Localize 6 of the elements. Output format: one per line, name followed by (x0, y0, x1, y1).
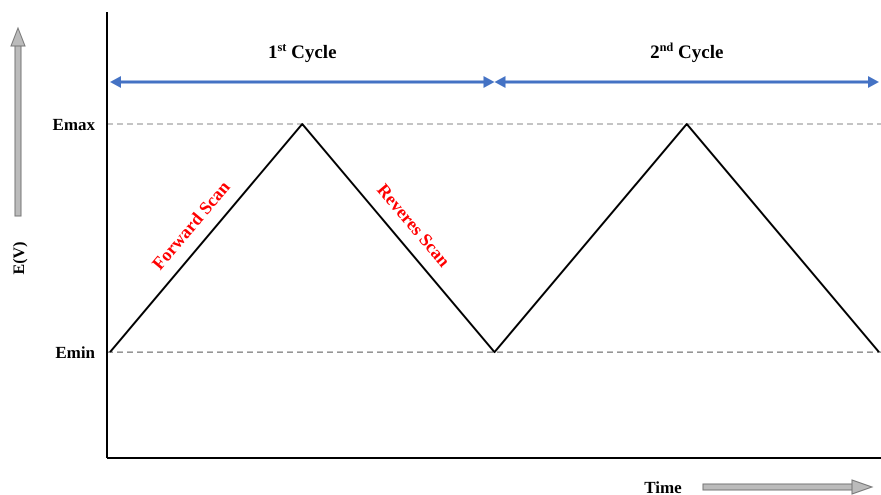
x-axis-title: Time (644, 478, 682, 495)
y-axis-title: E(V) (11, 242, 28, 274)
ref-line-label: Emax (52, 115, 96, 134)
text: 1$^{st}$ Cycle (268, 40, 337, 63)
text: 2$^{nd}$ Cycle (650, 40, 724, 63)
ref-line-label: Emin (55, 343, 96, 362)
